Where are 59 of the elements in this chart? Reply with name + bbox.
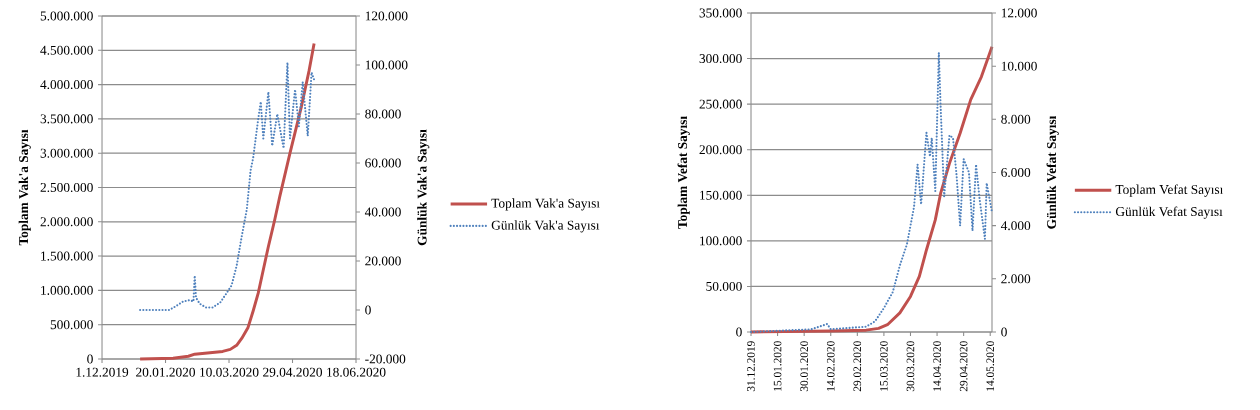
- y2-tick-label: 20.000: [365, 256, 401, 266]
- x-tick-label: 20.01.2020: [136, 367, 196, 377]
- x-tick-label: 30.03.2020: [906, 341, 915, 392]
- y-tick-label: 4.500.000: [40, 45, 93, 55]
- y-axis-title: Toplam Vefat Sayısı: [677, 116, 690, 229]
- x-tick-label: 15.01.2020: [773, 341, 782, 391]
- y-tick-label: 3.000.000: [40, 148, 93, 158]
- x-tick-label: 29.04.2020: [263, 367, 323, 377]
- y-tick-label: 250.000: [699, 99, 742, 109]
- y-tick-label: 0: [87, 354, 93, 364]
- y2-tick-label: 80.000: [365, 109, 401, 119]
- x-tick-label: 29.04.2020: [959, 341, 968, 392]
- x-tick-label: 31.12.2019: [747, 341, 755, 392]
- y2-tick-label: 100.000: [365, 60, 408, 70]
- legend-label: Toplam Vak'a Sayısı: [491, 198, 600, 211]
- y-tick-label: 1.500.000: [41, 251, 93, 261]
- y2-axis-title: Günlük Vefat Sayısı: [1046, 115, 1059, 229]
- x-tick-label: 30.01.2020: [800, 341, 809, 392]
- y-tick-label: 2.000.000: [40, 217, 93, 227]
- y2-tick-label: 40.000: [364, 207, 401, 217]
- y2-tick-label: 0: [365, 305, 371, 315]
- legend-label: Günlük Vak'a Sayısı: [491, 220, 600, 233]
- y2-axis-title: Günlük Vak'a Sayısı: [417, 129, 430, 246]
- y2-tick-label: 0: [1001, 327, 1007, 337]
- y2-tick-label: -20.000: [365, 354, 406, 364]
- x-tick-label: 14.04.2020: [933, 341, 941, 391]
- x-tick-label: 29.02.2020: [853, 341, 862, 392]
- y2-tick-label: 6.000: [1001, 167, 1031, 178]
- x-tick-label: 15.03.2020: [880, 341, 888, 391]
- y-tick-label: 300.000: [699, 54, 742, 64]
- x-tick-label: 10.03.2020: [200, 367, 259, 377]
- y2-tick-label: 120.000: [365, 11, 408, 21]
- line-series: [139, 61, 316, 312]
- y2-tick-label: 4.000: [1000, 221, 1031, 231]
- y-tick-label: 350.000: [699, 8, 742, 18]
- y2-tick-label: 2.000: [1001, 274, 1031, 284]
- y-tick-label: 100.000: [700, 236, 742, 246]
- y-axis-title: Toplam Vak'a Sayısı: [18, 129, 31, 246]
- y-tick-label: 1.000.000: [41, 285, 93, 295]
- y2-tick-label: 8.000: [1001, 114, 1031, 124]
- x-tick-label: 18.06.2020: [327, 367, 386, 377]
- y-tick-label: 200.000: [699, 145, 742, 155]
- y-tick-label: 500.000: [50, 320, 93, 330]
- y-tick-label: 2.500.000: [40, 182, 93, 193]
- line-series: [138, 41, 316, 361]
- x-tick-label: 1.12.2019: [76, 367, 129, 377]
- y-tick-label: 150.000: [700, 190, 742, 200]
- y-tick-label: 3.500.000: [40, 114, 93, 124]
- y-tick-label: 5.000.000: [40, 11, 93, 21]
- y-tick-label: 50.000: [706, 281, 742, 291]
- y2-tick-label: 10.000: [1001, 61, 1037, 71]
- x-tick-label: 14.02.2020: [826, 341, 835, 391]
- legend-label: Günlük Vefat Sayısı: [1115, 206, 1223, 219]
- y2-tick-label: 60.000: [365, 158, 401, 168]
- x-tick-label: 14.05.2020: [986, 341, 995, 391]
- y-tick-label: 4.000.000: [40, 80, 93, 90]
- legend-label: Toplam Vefat Sayısı: [1115, 184, 1224, 197]
- y2-tick-label: 12.000: [1001, 8, 1037, 18]
- y-tick-label: 0: [736, 327, 742, 337]
